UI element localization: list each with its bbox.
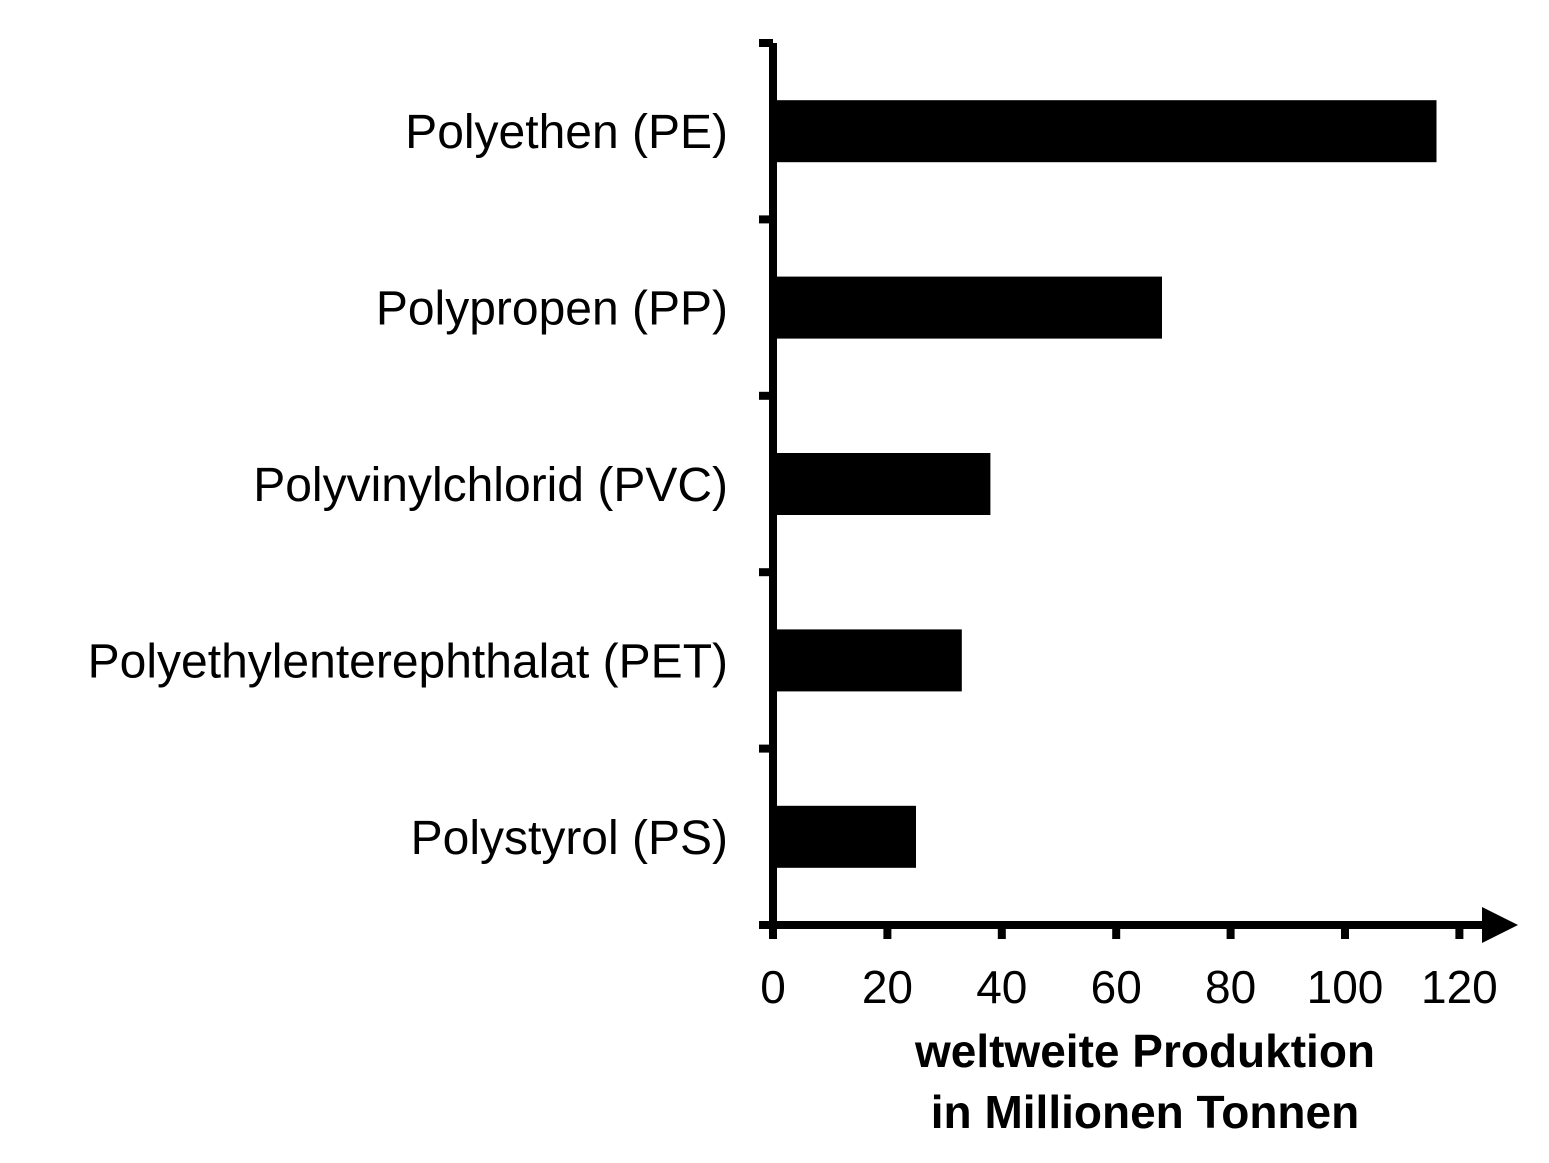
x-axis-title-line-2: in Millionen Tonnen (931, 1086, 1359, 1138)
x-tick-label: 40 (976, 961, 1027, 1013)
bar (773, 805, 916, 868)
x-tick-label: 100 (1307, 961, 1384, 1013)
x-tick-label: 80 (1205, 961, 1256, 1013)
x-axis-arrow (1482, 907, 1518, 943)
x-tick-label: 60 (1091, 961, 1142, 1013)
category-label: Polypropen (PP) (376, 283, 728, 336)
bar (773, 453, 991, 515)
category-label: Polyethylenterephthalat (PET) (88, 635, 728, 688)
category-label: Polyvinylchlorid (PVC) (253, 459, 728, 512)
category-label: Polystyrol (PS) (411, 812, 728, 865)
category-label: Polyethen (PE) (405, 106, 728, 159)
x-tick-label: 20 (862, 961, 913, 1013)
labels-layer: Polyethen (PE) Polypropen (PP) Polyvinylch… (88, 106, 1498, 1013)
axes-layer (759, 39, 1518, 943)
x-axis-title-line-1: weltweite Produktion (914, 1025, 1375, 1077)
x-tick-label: 120 (1421, 961, 1498, 1013)
bars-layer (773, 100, 1437, 868)
x-tick-label: 0 (760, 961, 786, 1013)
bar (773, 629, 962, 692)
bar (773, 100, 1437, 163)
bar (773, 276, 1162, 339)
